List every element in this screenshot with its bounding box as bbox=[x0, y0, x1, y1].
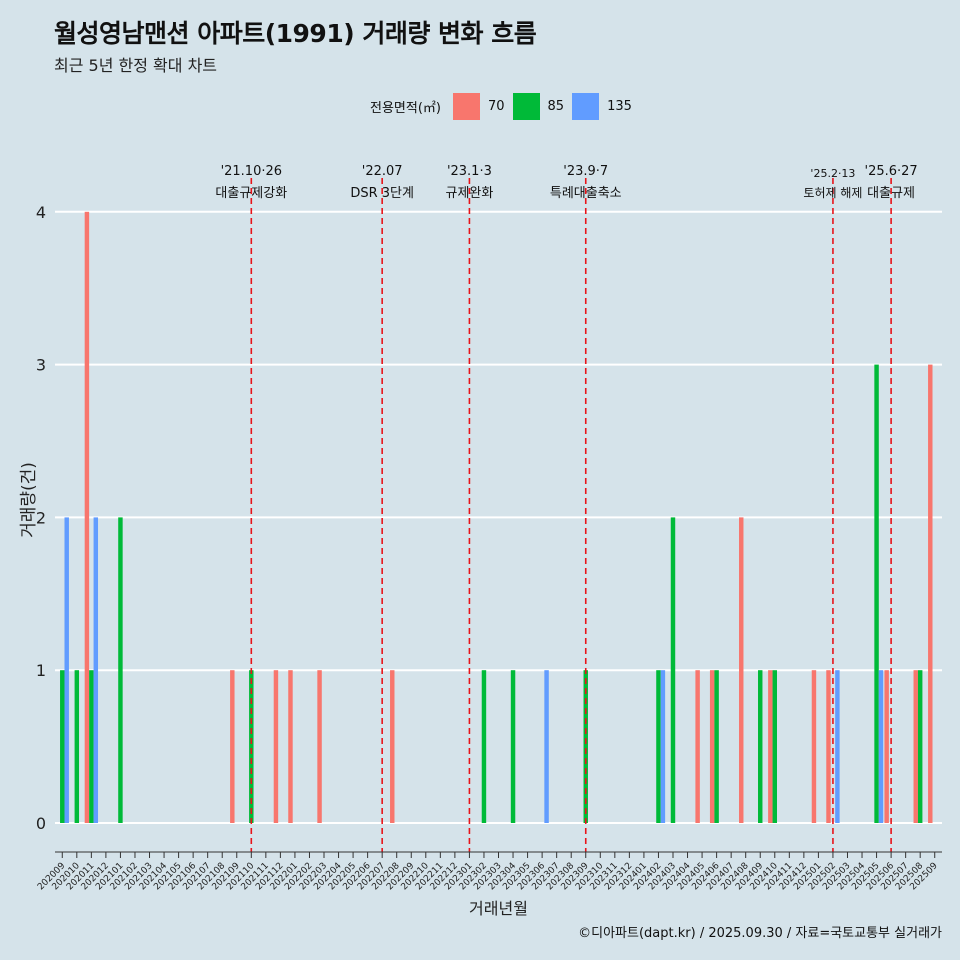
event-date-202502: '25.2·13 bbox=[810, 167, 855, 180]
legend-label-85: 85 bbox=[547, 99, 565, 114]
event-label-202110: 대출규제강화 bbox=[215, 186, 287, 201]
event-label-202309: 특례대출축소 bbox=[550, 186, 622, 201]
bar-85-202309 bbox=[583, 670, 588, 823]
bar-70-202203 bbox=[317, 670, 322, 823]
event-date-202309: '23.9·7 bbox=[563, 164, 608, 179]
bar-85-202410 bbox=[772, 670, 778, 823]
bar-85-202010 bbox=[74, 670, 80, 823]
bar-70-202109 bbox=[230, 670, 235, 823]
bar-85-202403 bbox=[670, 517, 676, 823]
bar-85-202508 bbox=[917, 670, 923, 823]
bar-70-202410 bbox=[768, 670, 773, 823]
bar-135-202306 bbox=[544, 670, 549, 823]
bar-85-202409 bbox=[758, 670, 763, 823]
bar-70-202509 bbox=[928, 364, 933, 823]
bar-85-202009 bbox=[60, 670, 65, 823]
bar-85-202302 bbox=[481, 670, 487, 823]
y-tick-label-4: 4 bbox=[36, 203, 46, 222]
bar-70-202508 bbox=[913, 670, 918, 823]
bar-135-202011 bbox=[93, 517, 99, 823]
event-date-202506: '25.6·27 bbox=[865, 164, 918, 179]
bar-135-202402 bbox=[660, 670, 666, 823]
bar-85-202101 bbox=[118, 517, 123, 823]
event-label-202301: 규제완화 bbox=[445, 186, 493, 201]
y-tick-label-2: 2 bbox=[36, 508, 46, 527]
bar-70-202408 bbox=[739, 517, 744, 823]
event-label-202506: 대출규제 bbox=[867, 186, 915, 201]
bar-85-202110 bbox=[249, 670, 254, 823]
bar-135-202009 bbox=[64, 517, 69, 823]
legend-item-85: 85 bbox=[512, 93, 565, 120]
bar-135-202505 bbox=[878, 670, 884, 823]
bar-70-202112 bbox=[273, 670, 279, 823]
bar-70-202502 bbox=[826, 670, 831, 823]
event-label-202207: DSR 3단계 bbox=[350, 186, 414, 201]
legend-swatch-70 bbox=[452, 93, 480, 120]
bar-70-202406 bbox=[709, 670, 715, 823]
legend-item-70: 70 bbox=[452, 93, 505, 120]
bar-135-202502 bbox=[835, 670, 840, 823]
bar-85-202505 bbox=[874, 364, 879, 823]
bar-85-202304 bbox=[510, 670, 516, 823]
y-tick-label-3: 3 bbox=[36, 356, 46, 375]
y-tick-label-0: 0 bbox=[36, 814, 46, 833]
bar-70-202201 bbox=[288, 670, 293, 823]
legend-title: 전용면적(㎡) bbox=[370, 101, 441, 116]
legend: 전용면적(㎡) 70 85 135 bbox=[370, 93, 632, 120]
bar-70-202011 bbox=[84, 211, 90, 824]
source-caption: ©디아파트(dapt.kr) / 2025.09.30 / 자료=국토교통부 실… bbox=[578, 926, 942, 941]
legend-item-135: 135 bbox=[572, 93, 632, 120]
legend-label-70: 70 bbox=[487, 99, 505, 114]
bar-85-202011 bbox=[89, 670, 94, 823]
bar-70-202501 bbox=[811, 670, 817, 823]
event-date-202110: '21.10·26 bbox=[221, 164, 282, 179]
y-axis-title: 거래량(건) bbox=[19, 462, 39, 538]
event-date-202207: '22.07 bbox=[362, 164, 403, 179]
legend-swatch-135 bbox=[572, 93, 600, 120]
x-axis-title: 거래년월 bbox=[469, 899, 528, 918]
bar-70-202405 bbox=[695, 670, 700, 823]
bar-85-202406 bbox=[714, 670, 719, 823]
event-label-202502: 토허제 해제 bbox=[803, 186, 862, 200]
chart-subtitle: 최근 5년 한정 확대 차트 bbox=[54, 56, 218, 75]
y-tick-label-1: 1 bbox=[36, 661, 46, 680]
chart-title: 월성영남맨션 아파트(1991) 거래량 변화 흐름 bbox=[54, 19, 537, 48]
bar-70-202506 bbox=[884, 670, 889, 823]
bar-70-202208 bbox=[390, 670, 395, 823]
legend-label-135: 135 bbox=[607, 99, 632, 114]
event-date-202301: '23.1·3 bbox=[447, 164, 492, 179]
bar-85-202402 bbox=[656, 670, 661, 823]
legend-swatch-85 bbox=[512, 93, 540, 120]
